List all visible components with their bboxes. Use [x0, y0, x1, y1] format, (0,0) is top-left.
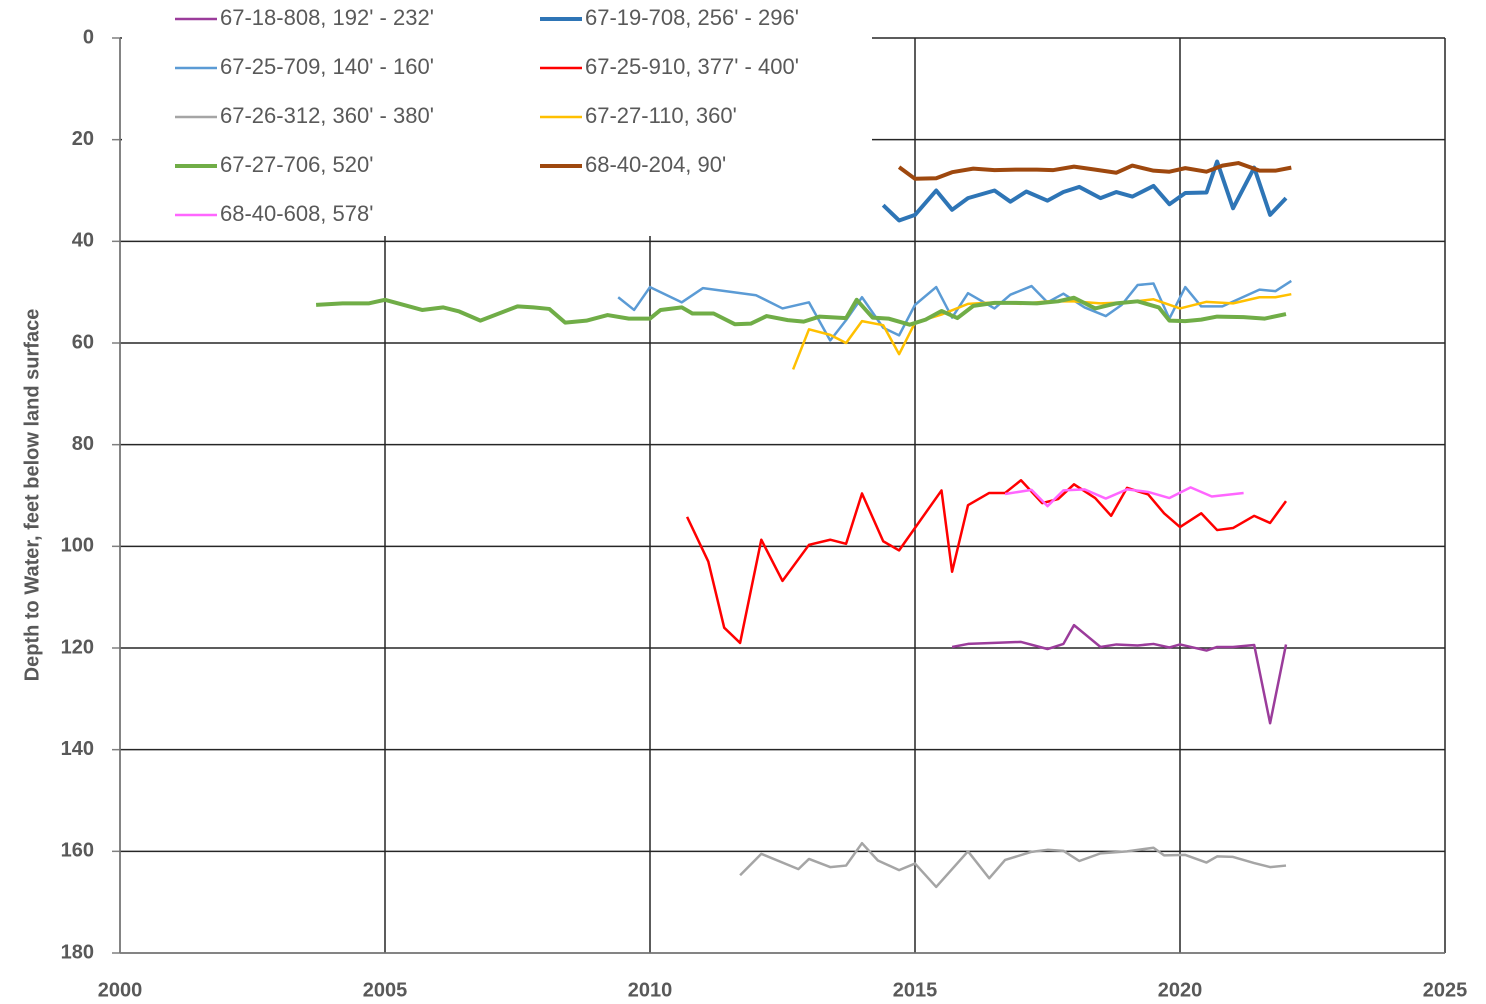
- legend-label: 67-19-708, 256' - 296': [585, 5, 799, 30]
- y-tick-label: 100: [61, 535, 94, 557]
- y-tick-label: 120: [61, 636, 94, 658]
- legend-label: 67-18-808, 192' - 232': [220, 5, 434, 30]
- series-line: [739, 841, 1287, 889]
- legend-label: 68-40-608, 578': [220, 201, 373, 226]
- series-line: [1004, 486, 1244, 508]
- y-axis-label: Depth to Water, feet below land surface: [21, 309, 43, 682]
- series-line: [315, 295, 1287, 327]
- y-tick-label: 40: [72, 230, 94, 252]
- series-line: [897, 161, 1292, 181]
- y-tick-label: 160: [61, 840, 94, 862]
- x-tick-label: 2010: [628, 979, 673, 1001]
- x-tick-label: 2005: [363, 979, 408, 1001]
- x-tick-label: 2025: [1423, 979, 1468, 1001]
- legend-label: 67-27-706, 520': [220, 152, 373, 177]
- legend-label: 67-27-110, 360': [585, 103, 737, 128]
- legend-label: 67-25-709, 140' - 160': [220, 54, 434, 79]
- y-tick-label: 180: [61, 941, 94, 963]
- x-tick-label: 2000: [98, 979, 143, 1001]
- y-tick-label: 60: [72, 331, 94, 353]
- x-tick-label: 2015: [893, 979, 938, 1001]
- legend-label: 68-40-204, 90': [585, 152, 726, 177]
- y-tick-label: 80: [72, 433, 94, 455]
- y-tick-label: 140: [61, 738, 94, 760]
- y-tick-label: 20: [72, 128, 94, 150]
- y-tick-label: 0: [83, 26, 94, 48]
- legend-box: [122, 0, 872, 236]
- series-line: [685, 479, 1288, 645]
- x-tick-label: 2020: [1158, 979, 1203, 1001]
- series-line: [951, 623, 1288, 725]
- legend-label: 67-26-312, 360' - 380': [220, 103, 434, 128]
- series-line: [881, 159, 1288, 223]
- legend-label: 67-25-910, 377' - 400': [585, 54, 799, 79]
- series-line: [617, 279, 1292, 342]
